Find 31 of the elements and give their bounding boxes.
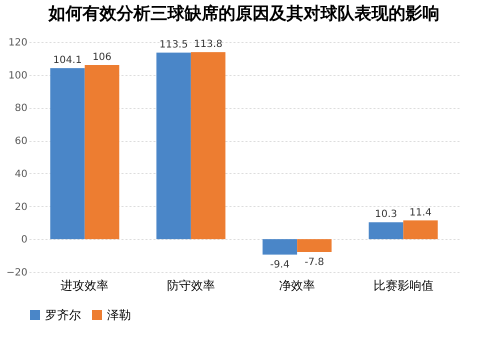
legend-label: 罗齐尔 [45, 308, 81, 322]
y-tick-label: 40 [14, 168, 28, 180]
bar [50, 68, 85, 240]
y-tick-label: −20 [6, 268, 28, 278]
y-tick-label: 80 [14, 103, 28, 114]
data-label: 113.5 [159, 40, 188, 51]
x-tick-label: 防守效率 [166, 278, 215, 292]
x-tick-label: 进攻效率 [60, 278, 109, 292]
bar [403, 220, 438, 240]
chart-title: 如何有效分析三球缺席的原因及其对球队表现的影响 [48, 4, 440, 24]
data-label: -7.8 [304, 256, 324, 268]
y-tick-label: 0 [21, 234, 28, 246]
data-label: 113.8 [194, 39, 222, 50]
data-label: -9.4 [270, 260, 290, 271]
bar [156, 52, 191, 240]
bar [190, 52, 226, 240]
bar [84, 65, 120, 240]
y-tick-label: 120 [8, 38, 28, 48]
y-tick-label: 100 [8, 70, 28, 82]
bar [368, 222, 404, 240]
bar [297, 239, 332, 252]
x-tick-label: 比赛影响值 [373, 278, 434, 292]
data-label: 10.3 [374, 209, 398, 220]
x-tick-label: 净效率 [279, 278, 316, 292]
data-label: 11.4 [409, 207, 432, 218]
legend-label: 泽勒 [107, 308, 131, 322]
data-label: 106 [92, 52, 112, 63]
data-label: 104.1 [53, 55, 82, 66]
y-tick-label: 60 [14, 136, 28, 148]
y-tick-label: 20 [14, 202, 28, 213]
bar [262, 239, 298, 255]
